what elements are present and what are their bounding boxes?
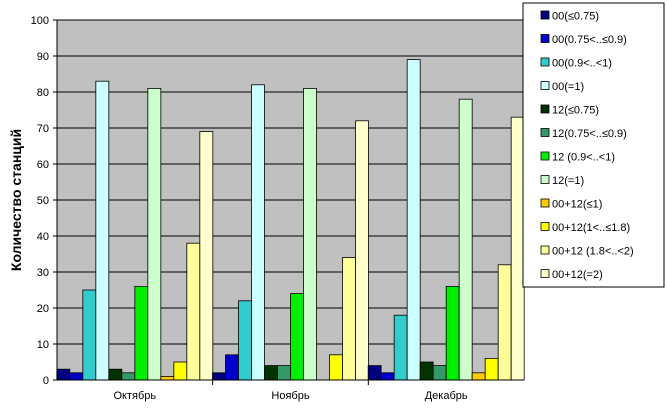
legend-label: 12(≤0.75) [552, 105, 599, 117]
bar [134, 285, 149, 381]
legend-label: 00(=1) [552, 81, 584, 93]
x-category-label: Ноябрь [271, 390, 309, 402]
legend-swatch [540, 151, 550, 161]
legend-label: 00(0.9<..<1) [552, 58, 612, 70]
y-tick-label: 0 [43, 375, 49, 387]
y-tick-label: 50 [37, 195, 49, 207]
y-tick-label: 10 [37, 339, 49, 351]
bar [393, 314, 408, 381]
legend-label: 00(≤0.75) [552, 11, 599, 23]
bar [251, 84, 265, 381]
y-tick-label: 60 [37, 159, 49, 171]
bar [82, 289, 97, 381]
bar [173, 361, 188, 381]
legend-items: 00(≤0.75) 00(0.75<..≤0.9) 00(0.9<..<1) 00(=… [540, 10, 634, 281]
legend-label: 00+12 (1.8<..<2) [552, 246, 634, 258]
y-axis-title: Количество станций [8, 129, 24, 271]
x-category-label: Октябрь [114, 390, 157, 402]
axes [53, 19, 524, 385]
legend-swatch [540, 57, 550, 67]
bar [419, 361, 434, 381]
bar [484, 357, 499, 381]
legend-label: 12(=1) [552, 175, 584, 187]
legend-box [522, 2, 665, 288]
legend-swatch [540, 81, 550, 90]
legend-label: 12(0.75<..≤0.9) [552, 128, 627, 140]
bar [445, 285, 460, 381]
legend-swatch [540, 34, 550, 43]
bar [199, 131, 214, 381]
bar [264, 365, 278, 381]
legend-swatch [540, 104, 550, 114]
y-tick-label: 70 [37, 123, 49, 135]
bar [56, 368, 71, 381]
y-tick-label: 90 [37, 51, 49, 63]
legend-swatch [540, 198, 550, 208]
y-tick-labels: 0 10 20 30 40 50 60 70 80 90 100 [31, 15, 49, 387]
legend-label: 00+12(1<..≤1.8) [552, 222, 630, 234]
bar [380, 372, 395, 381]
y-tick-label: 80 [37, 87, 49, 99]
bars-group [56, 59, 525, 381]
legend-swatch [540, 128, 550, 137]
bar [147, 88, 162, 381]
bar [406, 59, 421, 381]
legend-swatch [540, 269, 550, 278]
legend-label: 00+12(≤1) [552, 199, 602, 211]
legend-label: 12 (0.9<..<1) [552, 152, 615, 164]
bar [95, 80, 110, 381]
bar [329, 354, 343, 381]
bar [186, 242, 201, 381]
bar [225, 354, 239, 381]
bar [355, 120, 369, 381]
legend-swatch [540, 175, 550, 184]
bar [342, 257, 356, 381]
bar [238, 300, 252, 381]
bar [121, 372, 136, 381]
bar [277, 365, 291, 381]
y-tick-label: 100 [31, 15, 49, 27]
bar [510, 116, 525, 381]
legend-label: 00(0.75<..≤0.9) [552, 34, 627, 46]
bar [160, 375, 175, 381]
bar [458, 98, 473, 381]
bar [497, 264, 512, 381]
bar [367, 365, 382, 381]
legend: 00(≤0.75) 00(0.75<..≤0.9) 00(0.9<..<1) 00(=… [522, 2, 665, 288]
legend-swatch [540, 222, 550, 231]
y-tick-label: 20 [37, 303, 49, 315]
y-tick-label: 40 [37, 231, 49, 243]
bar [471, 372, 486, 381]
legend-swatch [540, 10, 550, 20]
bar [108, 368, 123, 381]
legend-label: 00+12(=2) [552, 269, 603, 281]
bar [212, 372, 226, 381]
bar [303, 88, 317, 381]
y-tick-label: 30 [37, 267, 49, 279]
legend-swatch [540, 245, 550, 255]
x-category-label: Декабрь [425, 390, 468, 402]
bar [69, 372, 84, 381]
bar [290, 293, 304, 381]
bar [432, 365, 447, 381]
x-category-labels: Октябрь Ноябрь Декабрь [114, 390, 468, 402]
